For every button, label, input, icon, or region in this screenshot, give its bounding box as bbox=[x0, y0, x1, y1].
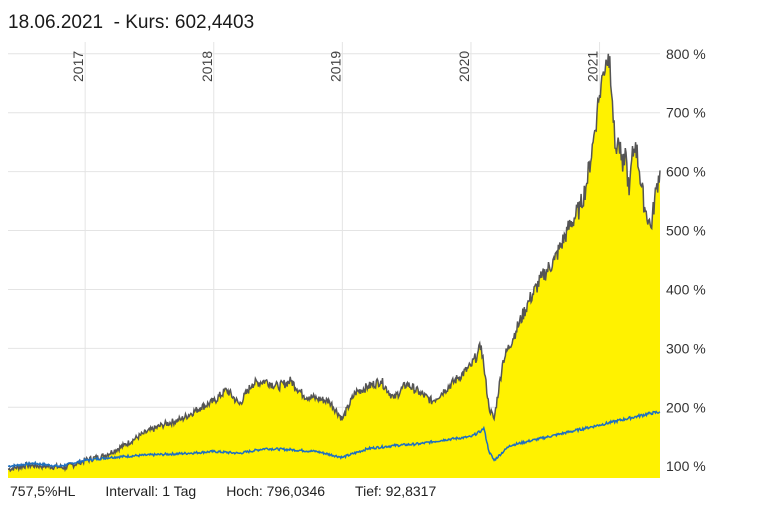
y-tick-label: 100 % bbox=[666, 458, 706, 474]
y-tick-label: 400 % bbox=[666, 281, 706, 297]
x-tick-label: 2018 bbox=[199, 51, 215, 82]
y-tick-label: 800 % bbox=[666, 46, 706, 62]
y-tick-label: 300 % bbox=[666, 340, 706, 356]
header-kurs-value: 602,4403 bbox=[174, 12, 255, 33]
y-tick-label: 700 % bbox=[666, 105, 706, 121]
y-axis: 100 % 200 % 300 % 400 % 500 % 600 % 700 % 800 % bbox=[666, 46, 706, 474]
footer-scale: 757,5%HL bbox=[10, 483, 76, 499]
performance-line bbox=[7, 53, 661, 473]
x-axis: 2017 2018 2019 2020 2021 bbox=[70, 51, 600, 82]
y-tick-label: 500 % bbox=[666, 223, 706, 239]
header-kurs-label: - Kurs: bbox=[113, 12, 170, 33]
footer-high: Hoch: 796,0346 bbox=[226, 483, 326, 499]
x-tick-label: 2021 bbox=[585, 51, 601, 82]
chart-footer: 757,5%HL Intervall: 1 Tag Hoch: 796,0346 Ti… bbox=[10, 483, 436, 499]
footer-interval: Intervall: 1 Tag bbox=[105, 483, 197, 499]
x-tick-label: 2020 bbox=[456, 51, 472, 82]
benchmark-line bbox=[7, 410, 661, 469]
y-tick-label: 200 % bbox=[666, 399, 706, 415]
footer-low: Tief: 92,8317 bbox=[355, 483, 437, 499]
performance-area bbox=[8, 53, 660, 479]
y-tick-label: 600 % bbox=[666, 164, 706, 180]
x-tick-label: 2017 bbox=[70, 51, 86, 82]
chart-header: 18.06.2021 - Kurs: 602,4403 bbox=[8, 12, 254, 34]
header-date: 18.06.2021 bbox=[8, 12, 104, 33]
x-tick-label: 2019 bbox=[327, 51, 343, 82]
